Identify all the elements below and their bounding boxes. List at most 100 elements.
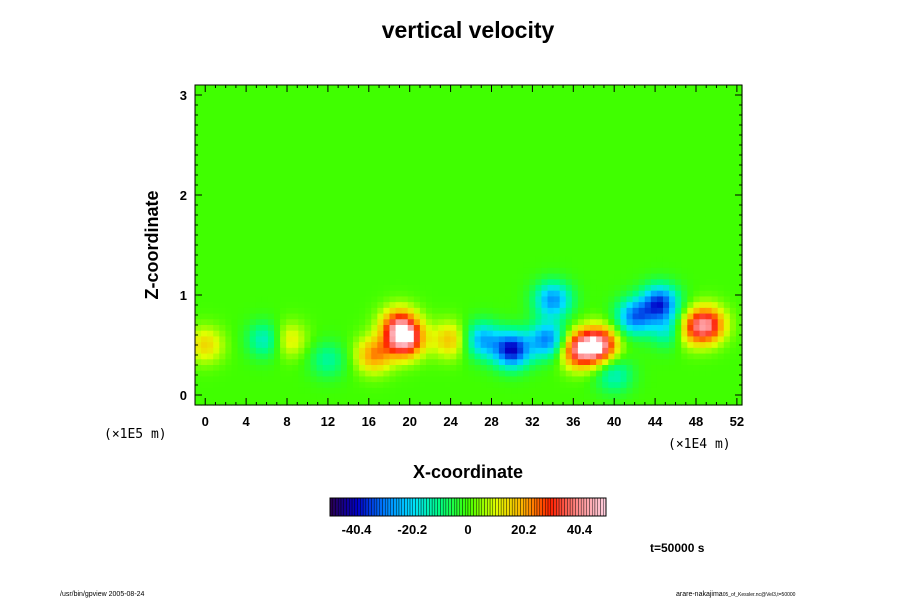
heatmap-cell — [438, 376, 445, 383]
heatmap-cell — [438, 307, 445, 315]
heatmap-cell — [656, 353, 664, 360]
heatmap-cell — [195, 222, 202, 229]
heatmap-cell — [444, 125, 451, 132]
heatmap-cell — [267, 307, 275, 315]
heatmap-cell — [389, 376, 397, 383]
heatmap-cell — [401, 365, 409, 372]
heatmap-cell — [389, 359, 397, 366]
heatmap-cell — [547, 245, 555, 252]
heatmap-cell — [608, 170, 615, 178]
heatmap-cell — [322, 399, 330, 406]
heatmap-cell — [213, 319, 220, 326]
heatmap-cell — [438, 233, 445, 240]
heatmap-cell — [486, 193, 494, 200]
heatmap-cell — [480, 250, 488, 258]
heatmap-cell — [346, 136, 354, 143]
heatmap-cell — [249, 302, 257, 309]
heatmap-cell — [395, 399, 403, 406]
heatmap-cell — [723, 262, 731, 269]
heatmap-cell — [310, 119, 318, 126]
heatmap-cell — [675, 113, 682, 120]
heatmap-cell — [565, 193, 573, 200]
heatmap-cell — [638, 182, 646, 189]
heatmap-cell — [662, 302, 670, 309]
heatmap-cell — [280, 147, 287, 155]
heatmap-cell — [705, 267, 713, 275]
heatmap-cell — [225, 107, 233, 115]
heatmap-cell — [207, 296, 214, 303]
heatmap-cell — [529, 359, 536, 366]
heatmap-cell — [377, 285, 385, 292]
heatmap-cell — [656, 85, 664, 92]
heatmap-cell — [456, 153, 464, 160]
heatmap-cell — [201, 227, 208, 235]
heatmap-cell — [231, 199, 239, 206]
heatmap-cell — [243, 273, 251, 280]
heatmap-cell — [286, 267, 293, 275]
heatmap-cell — [213, 330, 220, 338]
heatmap-cell — [346, 125, 354, 132]
heatmap-cell — [498, 342, 506, 349]
heatmap-cell — [304, 125, 312, 132]
heatmap-cell — [486, 136, 494, 143]
heatmap-cell — [316, 319, 324, 326]
heatmap-cell — [225, 125, 233, 132]
heatmap-cell — [498, 205, 506, 212]
heatmap-cell — [650, 365, 658, 372]
heatmap-cell — [444, 273, 451, 280]
heatmap-cell — [583, 325, 591, 332]
heatmap-cell — [286, 227, 293, 235]
heatmap-cell — [450, 233, 457, 240]
heatmap-cell — [480, 113, 488, 120]
heatmap-cell — [462, 365, 470, 372]
heatmap-cell — [383, 290, 391, 298]
heatmap-cell — [614, 130, 622, 138]
heatmap-cell — [243, 307, 251, 315]
heatmap-cell — [316, 239, 324, 246]
heatmap-cell — [492, 359, 500, 366]
heatmap-cell — [365, 142, 372, 149]
heatmap-cell — [656, 290, 664, 298]
heatmap-cell — [632, 336, 640, 343]
heatmap-cell — [541, 370, 549, 378]
heatmap-cell — [462, 227, 470, 235]
heatmap-cell — [614, 370, 622, 378]
heatmap-cell — [286, 387, 293, 395]
heatmap-cell — [213, 142, 220, 149]
heatmap-cell — [456, 239, 464, 246]
heatmap-cell — [407, 96, 415, 103]
heatmap-cell — [365, 365, 372, 372]
heatmap-cell — [371, 279, 378, 286]
heatmap-cell — [480, 313, 488, 320]
heatmap-cell — [438, 245, 445, 252]
heatmap-cell — [456, 296, 464, 303]
heatmap-cell — [705, 353, 713, 360]
heatmap-cell — [711, 353, 719, 360]
heatmap-cell — [298, 159, 305, 166]
heatmap-cell — [231, 113, 239, 120]
heatmap-cell — [626, 210, 634, 218]
heatmap-cell — [632, 159, 640, 166]
heatmap-cell — [353, 250, 360, 258]
heatmap-cell — [656, 136, 664, 143]
heatmap-cell — [590, 382, 597, 389]
heatmap-cell — [274, 307, 281, 315]
heatmap-cell — [310, 113, 318, 120]
heatmap-cell — [529, 347, 536, 355]
heatmap-cell — [292, 285, 299, 292]
heatmap-cell — [231, 325, 239, 332]
heatmap-cell — [717, 302, 725, 309]
heatmap-cell — [432, 307, 439, 315]
heatmap-cell — [371, 205, 378, 212]
heatmap-cell — [571, 136, 579, 143]
heatmap-cell — [590, 125, 597, 132]
heatmap-cell — [541, 330, 549, 338]
heatmap-cell — [596, 382, 603, 389]
heatmap-cell — [280, 107, 287, 115]
heatmap-cell — [225, 216, 233, 223]
heatmap-cell — [195, 96, 202, 103]
heatmap-cell — [328, 96, 336, 103]
heatmap-cell — [681, 273, 688, 280]
heatmap-cell — [590, 170, 597, 178]
heatmap-cell — [450, 347, 457, 355]
